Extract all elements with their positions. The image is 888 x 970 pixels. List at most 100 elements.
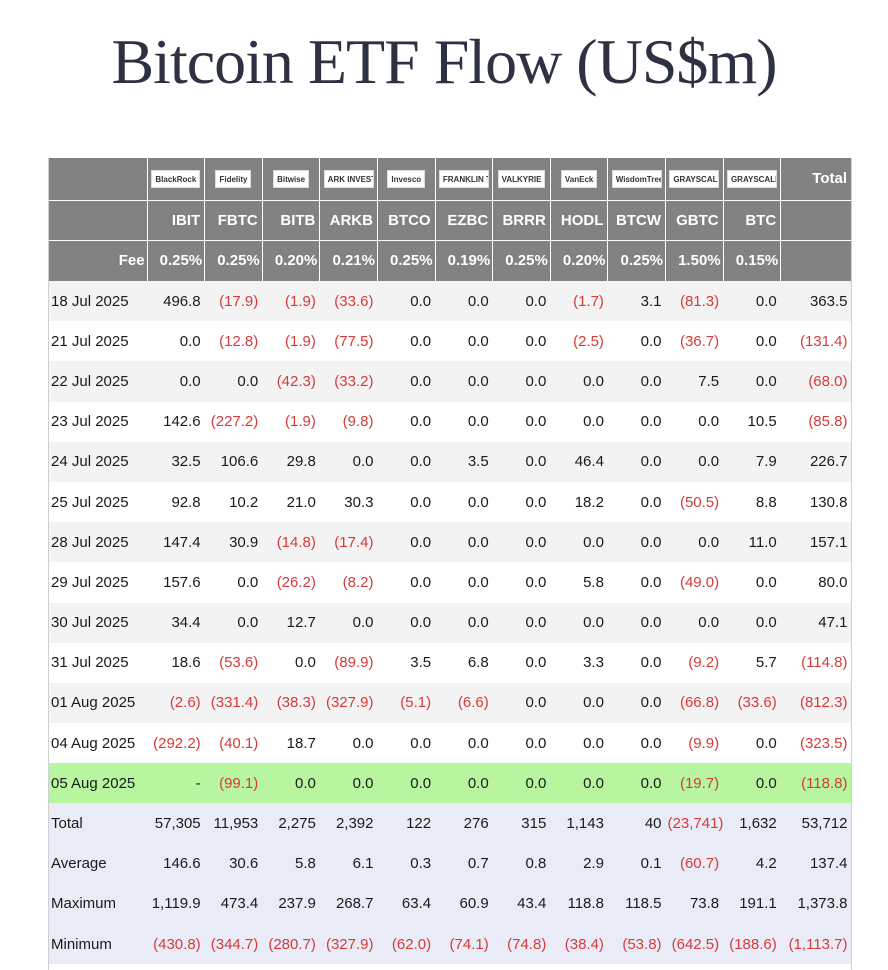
row-total-cell: (131.4) bbox=[780, 321, 852, 362]
flow-cell: (50.5) bbox=[665, 481, 724, 523]
summary-cell: 237.9 bbox=[262, 883, 320, 924]
row-date: 23 Jul 2025 bbox=[48, 401, 148, 442]
issuer-logo-cell: ARK INVEST bbox=[319, 158, 378, 200]
summary-cell: 0.8 bbox=[492, 843, 551, 884]
summary-cell: (188.6) bbox=[723, 924, 781, 965]
row-date: 28 Jul 2025 bbox=[48, 522, 148, 563]
issuer-logo-icon: Invesco bbox=[387, 169, 426, 188]
flow-cell: 0.0 bbox=[492, 763, 551, 804]
flow-cell: 0.0 bbox=[607, 642, 666, 683]
flow-cell: 0.0 bbox=[377, 401, 436, 442]
summary-rows: Total 57,305 11,953 2,275 2,392 122 276 315 1,14… bbox=[48, 803, 852, 965]
ticker-label: EZBC bbox=[435, 199, 494, 240]
summary-cell: 40 bbox=[607, 803, 666, 844]
flow-cell: (89.9) bbox=[319, 642, 378, 683]
flow-cell: 92.8 bbox=[147, 481, 205, 523]
flow-cell: (6.6) bbox=[435, 682, 493, 724]
flow-cell: 6.8 bbox=[435, 642, 493, 683]
flow-cell: 0.0 bbox=[492, 361, 551, 402]
flow-cell: 0.0 bbox=[723, 281, 781, 322]
fee-value: 0.20% bbox=[550, 239, 609, 281]
summary-cell: 0.1 bbox=[607, 843, 666, 884]
flow-cell: (5.1) bbox=[377, 682, 436, 724]
flow-cell: 18.7 bbox=[262, 723, 320, 764]
flow-cell: 0.0 bbox=[319, 602, 378, 643]
flow-cell: 0.0 bbox=[147, 361, 205, 402]
issuer-logo-row: BlackRock Fidelity Bitwise ARK INVEST Invesc… bbox=[48, 158, 852, 200]
flow-cell: 0.0 bbox=[723, 723, 781, 764]
summary-row: Maximum 1,119.9 473.4 237.9 268.7 63.4 60.9 43.… bbox=[48, 883, 852, 924]
flow-cell: 0.0 bbox=[319, 441, 378, 482]
flow-cell: (9.2) bbox=[665, 642, 724, 683]
flow-cell: 0.0 bbox=[204, 562, 263, 603]
summary-cell: 11,953 bbox=[204, 803, 263, 844]
flow-cell: (49.0) bbox=[665, 562, 724, 603]
summary-cell: 118.8 bbox=[550, 883, 608, 924]
flow-cell: (2.5) bbox=[550, 321, 608, 362]
summary-cell: (53.8) bbox=[607, 924, 666, 965]
flow-cell: (33.2) bbox=[319, 361, 378, 402]
flow-cell: 0.0 bbox=[492, 562, 551, 603]
row-total-cell: 80.0 bbox=[780, 562, 852, 603]
flow-cell: (40.1) bbox=[204, 723, 263, 764]
fee-value: 0.25% bbox=[377, 239, 436, 281]
flow-cell: 3.1 bbox=[607, 281, 666, 322]
flow-cell: 0.0 bbox=[607, 723, 666, 764]
flow-cell: 0.0 bbox=[435, 522, 493, 563]
flow-cell: 0.0 bbox=[204, 361, 263, 402]
flow-cell: 0.0 bbox=[550, 401, 608, 442]
summary-cell: (280.7) bbox=[262, 924, 320, 965]
summary-cell: 473.4 bbox=[204, 883, 263, 924]
summary-cell: (430.8) bbox=[147, 924, 205, 965]
ticker-label: IBIT bbox=[147, 199, 206, 240]
flow-cell: 0.0 bbox=[435, 481, 493, 523]
latest-flow-row: 05 Aug 2025- (99.1) 0.0 0.0 0.0 0.0 0.0 0.0 0.0(… bbox=[48, 763, 852, 804]
flow-cell: (77.5) bbox=[319, 321, 378, 362]
flow-cell: (1.9) bbox=[262, 401, 320, 442]
summary-row: Minimum (430.8) (344.7) (280.7) (327.9) (62.0… bbox=[48, 924, 852, 965]
issuer-logo-icon: Bitwise bbox=[273, 169, 310, 188]
flow-cell: (1.7) bbox=[550, 281, 608, 322]
flow-cell: 0.0 bbox=[665, 401, 724, 442]
etf-flow-table: BlackRock Fidelity Bitwise ARK INVEST Invesc… bbox=[48, 158, 852, 965]
fee-value: 0.15% bbox=[723, 239, 782, 281]
summary-cell: 146.6 bbox=[147, 843, 205, 884]
flow-cell: 0.0 bbox=[607, 763, 666, 804]
issuer-logo-icon: BlackRock bbox=[151, 169, 201, 188]
flow-cell: 0.0 bbox=[492, 401, 551, 442]
flow-cell: 0.0 bbox=[550, 602, 608, 643]
flow-cell: (81.3) bbox=[665, 281, 724, 322]
flow-cell: 0.0 bbox=[723, 562, 781, 603]
flow-cell: 0.0 bbox=[665, 522, 724, 563]
flow-cell: (38.3) bbox=[262, 682, 320, 724]
flow-cell: (66.8) bbox=[665, 682, 724, 724]
flow-cell: 0.0 bbox=[607, 321, 666, 362]
flow-cell: 157.6 bbox=[147, 562, 205, 603]
issuer-logo-cell: Invesco bbox=[377, 158, 436, 200]
issuer-logo-cell: BlackRock bbox=[147, 158, 206, 200]
flow-cell: 0.0 bbox=[377, 441, 436, 482]
flow-cell: 8.8 bbox=[723, 481, 781, 523]
row-total-cell: (812.3) bbox=[780, 682, 852, 724]
fee-value: 0.21% bbox=[319, 239, 378, 281]
issuer-logo-cell: GRAYSCALE bbox=[723, 158, 782, 200]
flow-cell: 142.6 bbox=[147, 401, 205, 442]
flow-cell: (2.6) bbox=[147, 682, 205, 724]
table-row: 28 Jul 2025 147.4 30.9 (14.8) (17.4) 0.0 0.0 0.… bbox=[48, 522, 852, 563]
flow-cell: 0.0 bbox=[377, 321, 436, 362]
table-row: 22 Jul 2025 0.0 0.0 (42.3) (33.2) 0.0 0.0 0.0 0.… bbox=[48, 361, 852, 402]
summary-cell: (327.9) bbox=[319, 924, 378, 965]
flow-cell: 12.7 bbox=[262, 602, 320, 643]
flow-cell: 0.0 bbox=[377, 763, 436, 804]
fee-value: 0.19% bbox=[435, 239, 494, 281]
issuer-logo-icon: VanEck bbox=[560, 169, 598, 188]
row-date: 22 Jul 2025 bbox=[48, 361, 148, 402]
flow-cell: 29.8 bbox=[262, 441, 320, 482]
flow-cell: 0.0 bbox=[607, 361, 666, 402]
fee-row: Fee 0.25% 0.25% 0.20% 0.21% 0.25% 0.19% 0.25% 0.… bbox=[48, 239, 852, 281]
summary-cell: 191.1 bbox=[723, 883, 781, 924]
total-column-header: Total bbox=[780, 158, 852, 200]
row-total-cell: (323.5) bbox=[780, 723, 852, 764]
flow-cell: 0.0 bbox=[607, 522, 666, 563]
flow-cell: 10.5 bbox=[723, 401, 781, 442]
